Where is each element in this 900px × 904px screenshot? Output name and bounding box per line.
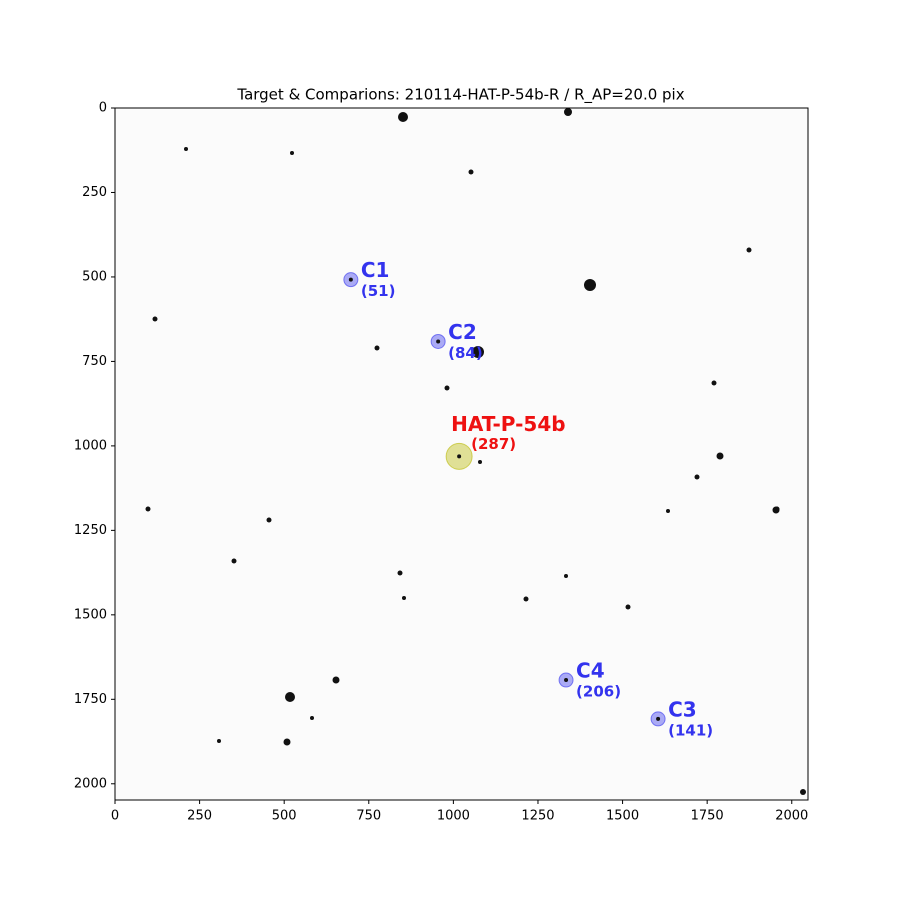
x-tick-label: 1250 [521, 809, 554, 824]
star [398, 112, 408, 122]
star [285, 692, 295, 702]
star [397, 570, 403, 576]
star [468, 169, 474, 175]
star [666, 509, 670, 513]
x-tick-label: 1500 [606, 809, 639, 824]
chart-title: Target & Comparions: 210114-HAT-P-54b-R … [236, 86, 684, 105]
star [625, 604, 631, 610]
star [332, 676, 340, 684]
star [523, 596, 529, 602]
star [152, 316, 158, 322]
point-sublabel: (287) [471, 435, 516, 453]
star-core [564, 678, 569, 683]
star [716, 452, 724, 460]
star [478, 460, 482, 464]
star [184, 147, 188, 151]
star [402, 596, 406, 600]
point-label: C1 [361, 258, 390, 282]
star [746, 247, 752, 253]
star [472, 346, 484, 358]
y-tick-label: 0 [99, 101, 107, 116]
y-tick-label: 1500 [74, 607, 107, 622]
star [694, 474, 700, 480]
y-tick-label: 750 [82, 354, 107, 369]
star [290, 151, 294, 155]
x-tick-label: 750 [356, 809, 381, 824]
x-tick-label: 1750 [691, 809, 724, 824]
star [800, 789, 806, 795]
x-tick-label: 1000 [437, 809, 470, 824]
star [145, 506, 151, 512]
image-area [115, 108, 808, 800]
star [266, 517, 272, 523]
star [444, 385, 450, 391]
stars [145, 108, 806, 795]
y-tick-label: 1250 [74, 523, 107, 538]
star [774, 506, 780, 512]
star-core [457, 454, 462, 459]
star [374, 345, 380, 351]
y-tick-label: 1750 [74, 692, 107, 707]
star [584, 279, 596, 291]
star [564, 574, 568, 578]
point-label: HAT-P-54b [451, 412, 565, 436]
star [564, 108, 572, 116]
y-tick-label: 2000 [74, 776, 107, 791]
star-core [436, 339, 441, 344]
star [711, 380, 717, 386]
star [217, 739, 221, 743]
star [231, 558, 237, 564]
point-sublabel: (84) [448, 344, 483, 362]
point-label: C2 [448, 320, 477, 344]
y-tick-label: 500 [82, 269, 107, 284]
x-tick-label: 2000 [775, 809, 808, 824]
point-sublabel: (141) [668, 721, 713, 739]
star [310, 716, 314, 720]
point-label: C4 [576, 659, 605, 683]
point-label: C3 [668, 697, 697, 721]
star-core [348, 277, 353, 282]
star-core [656, 716, 661, 721]
point-sublabel: (206) [576, 683, 621, 701]
x-tick-label: 250 [187, 809, 212, 824]
x-tick-label: 0 [111, 809, 119, 824]
star [283, 738, 291, 746]
y-tick-label: 250 [82, 185, 107, 200]
plot-frame [114, 107, 809, 801]
point-sublabel: (51) [361, 282, 396, 300]
x-tick-label: 500 [272, 809, 297, 824]
y-tick-label: 1000 [74, 438, 107, 453]
